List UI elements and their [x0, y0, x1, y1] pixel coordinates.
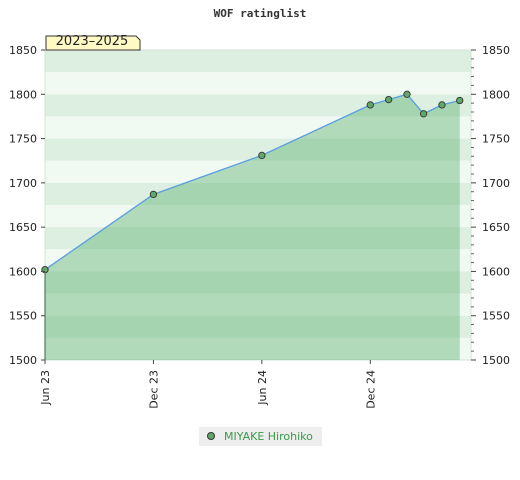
- y-tick-label-left: 1550: [9, 310, 37, 323]
- y-tick-label-right: 1550: [482, 310, 510, 323]
- background-band: [45, 116, 471, 139]
- background-band: [45, 94, 471, 117]
- background-band: [45, 337, 471, 360]
- rating-points: [41, 90, 464, 274]
- plot-frame: [44, 49, 472, 361]
- data-point: [366, 101, 374, 109]
- y-tick-label-right: 1750: [482, 133, 510, 146]
- x-axis: Jun 23 Dec 23 Jun 24 Dec 24: [39, 360, 377, 409]
- legend[interactable]: MIYAKE Hirohiko: [199, 427, 322, 446]
- background-band: [45, 293, 471, 316]
- rating-area: [44, 94, 460, 361]
- y-tick-label-left: 1750: [9, 133, 37, 146]
- x-tick-label: Dec 23: [147, 370, 160, 409]
- data-point: [258, 151, 266, 160]
- background-band: [45, 72, 471, 95]
- y-tick-label-right: 1850: [482, 44, 510, 57]
- y-tick-label-left: 1850: [9, 44, 37, 57]
- y-tick-label-right: 1650: [482, 221, 510, 234]
- background-bands: [44, 49, 472, 361]
- chart-title: WOF ratinglist: [214, 7, 307, 20]
- data-point: [438, 101, 446, 109]
- y-tick-label-left: 1800: [9, 88, 37, 101]
- period-badge: 2023–2025: [45, 34, 141, 51]
- x-tick-label: Jun 24: [256, 370, 269, 406]
- y-tick-label-right: 1700: [482, 177, 510, 190]
- background-band: [45, 160, 471, 183]
- y-tick-label-right: 1500: [482, 354, 510, 367]
- background-band: [45, 138, 471, 161]
- y-tick-label-left: 1600: [9, 265, 37, 278]
- legend-marker-icon: [207, 432, 215, 440]
- legend-box: [199, 427, 322, 446]
- data-point: [384, 95, 393, 104]
- y-tick-label-left: 1700: [9, 177, 37, 190]
- y-tick-label-left: 1650: [9, 221, 37, 234]
- data-point: [419, 110, 428, 118]
- data-point: [456, 96, 464, 105]
- background-band: [45, 182, 471, 205]
- data-point: [403, 90, 411, 98]
- y-tick-label-right: 1800: [482, 88, 510, 101]
- background-band: [45, 315, 471, 338]
- x-tick-label: Dec 24: [364, 370, 377, 409]
- rating-area-fill: [45, 94, 460, 361]
- data-point: [149, 190, 158, 199]
- background-band: [45, 271, 471, 294]
- background-band: [45, 205, 471, 228]
- y-axis-left: 1500 1550 1600 1650 1700 1750 1800 1850: [9, 44, 45, 367]
- y-tick-label-right: 1600: [482, 265, 510, 278]
- period-badge-box: [45, 35, 141, 51]
- legend-series-name: MIYAKE Hirohiko: [224, 430, 313, 443]
- x-tick-label: Jun 23: [39, 370, 52, 406]
- y-axis-right: 1500 1550 1600 1650 1700 1750 1800 1850: [471, 44, 510, 367]
- background-band: [45, 227, 471, 250]
- y-tick-label-left: 1500: [9, 354, 37, 367]
- period-badge-label: 2023–2025: [56, 34, 129, 49]
- background-band: [45, 249, 471, 272]
- background-band: [45, 50, 471, 73]
